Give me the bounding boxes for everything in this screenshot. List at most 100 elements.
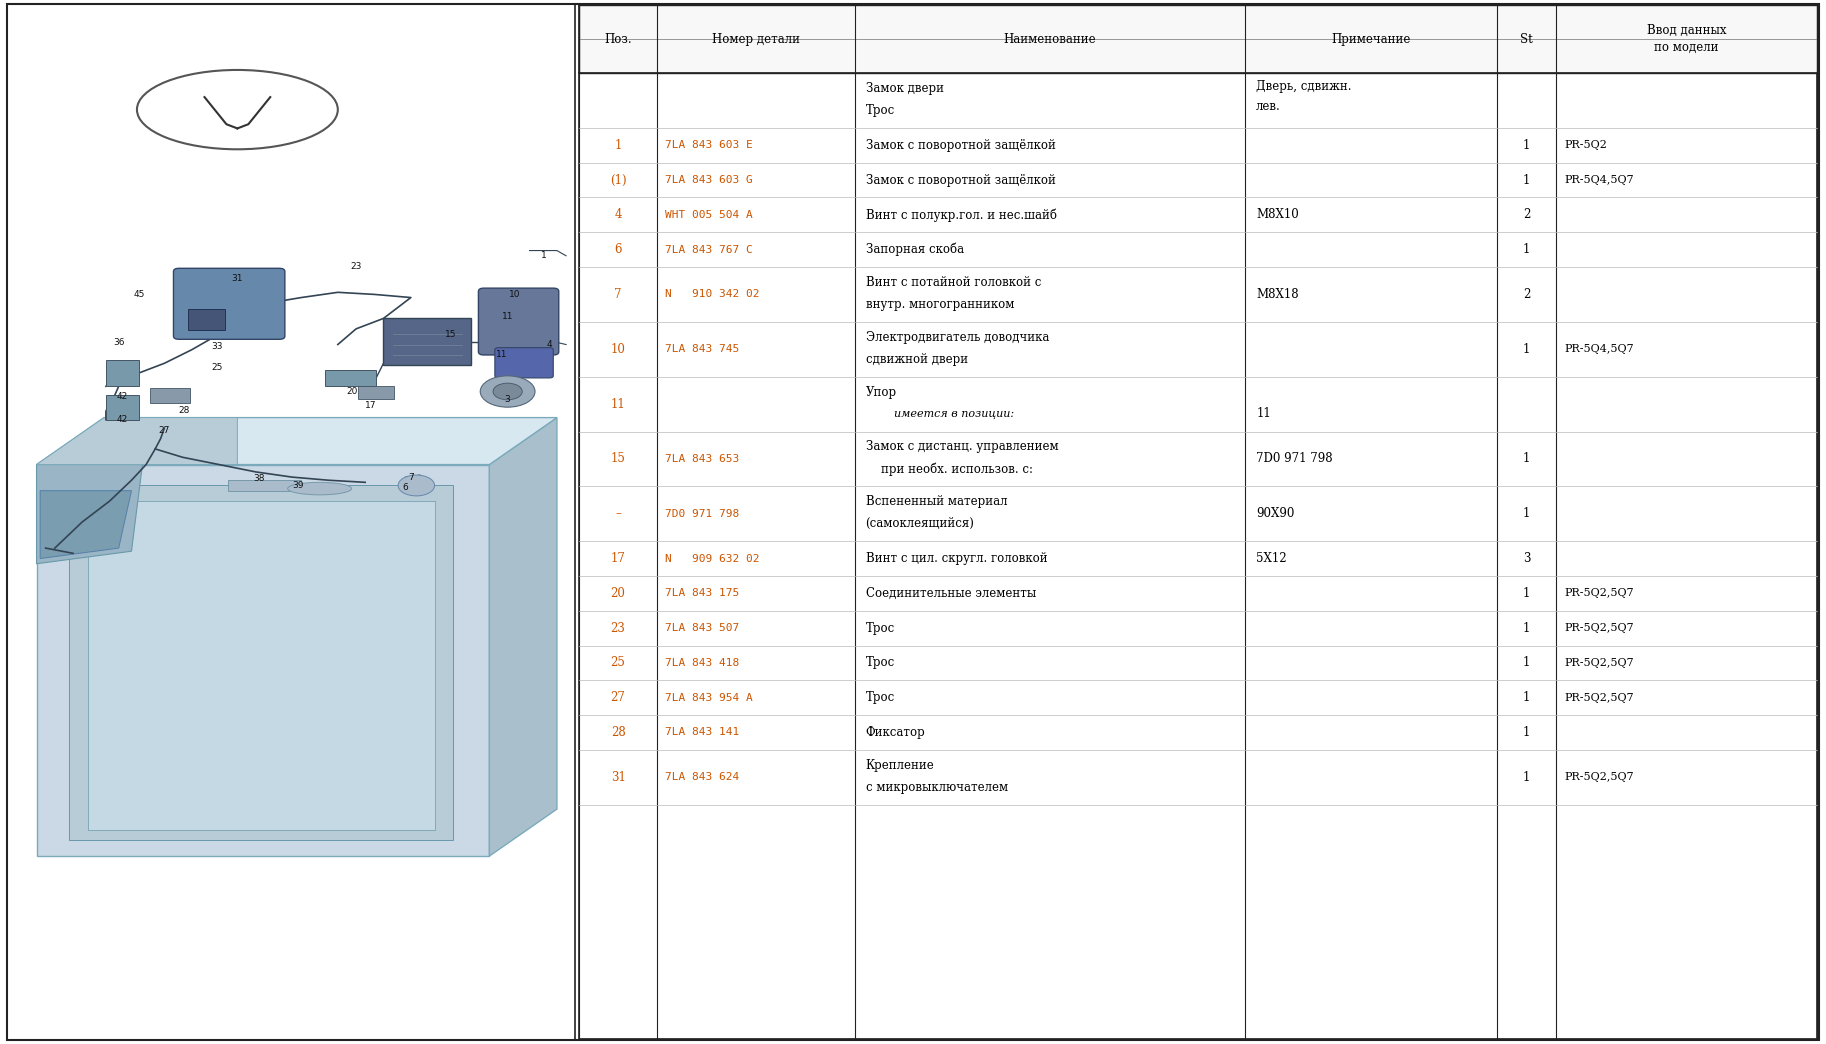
Text: Трос: Трос bbox=[866, 621, 895, 635]
Text: Винт с потайной головкой с: Винт с потайной головкой с bbox=[866, 276, 1041, 289]
Text: при необх. использов. с:: при необх. использов. с: bbox=[866, 462, 1032, 476]
Polygon shape bbox=[37, 418, 237, 465]
Text: 38: 38 bbox=[254, 474, 265, 482]
Polygon shape bbox=[37, 465, 142, 564]
Text: 7LA 843 603 G: 7LA 843 603 G bbox=[665, 175, 752, 185]
Text: 7LA 843 745: 7LA 843 745 bbox=[665, 345, 740, 354]
Text: 42: 42 bbox=[117, 416, 128, 424]
Text: 11: 11 bbox=[1256, 407, 1271, 421]
Text: 28: 28 bbox=[610, 726, 626, 739]
Circle shape bbox=[493, 383, 522, 400]
Text: 7: 7 bbox=[407, 473, 415, 481]
Text: Упор: Упор bbox=[866, 385, 897, 399]
Text: Винт с цил. скругл. головкой: Винт с цил. скругл. головкой bbox=[866, 552, 1046, 565]
Text: M8X18: M8X18 bbox=[1256, 288, 1298, 301]
Text: 11: 11 bbox=[502, 312, 513, 321]
Bar bbox=[106, 360, 139, 386]
Text: Трос: Трос bbox=[866, 103, 895, 117]
FancyBboxPatch shape bbox=[495, 348, 553, 378]
Text: Трос: Трос bbox=[866, 657, 895, 669]
Text: Замок двери: Замок двери bbox=[866, 81, 944, 95]
Text: 17: 17 bbox=[610, 552, 626, 565]
Text: 15: 15 bbox=[610, 452, 626, 466]
Text: PR-5Q4,5Q7: PR-5Q4,5Q7 bbox=[1565, 345, 1634, 354]
Text: 42: 42 bbox=[117, 393, 128, 401]
Text: 27: 27 bbox=[610, 691, 626, 705]
Text: (1): (1) bbox=[610, 173, 626, 187]
Text: –: – bbox=[615, 507, 621, 520]
Text: St: St bbox=[1521, 32, 1532, 46]
Text: имеется в позиции:: имеется в позиции: bbox=[866, 409, 1013, 419]
Text: 11: 11 bbox=[610, 398, 626, 410]
Text: (самоклеящийся): (самоклеящийся) bbox=[866, 517, 975, 530]
Text: 39: 39 bbox=[292, 481, 303, 490]
Bar bbox=[188, 309, 225, 330]
Text: сдвижной двери: сдвижной двери bbox=[866, 353, 968, 365]
Text: Запорная скоба: Запорная скоба bbox=[866, 243, 964, 257]
Text: 7LA 843 624: 7LA 843 624 bbox=[665, 773, 740, 782]
FancyBboxPatch shape bbox=[173, 268, 285, 339]
Polygon shape bbox=[69, 485, 453, 840]
Text: PR-5Q4,5Q7: PR-5Q4,5Q7 bbox=[1565, 175, 1634, 185]
Text: 20: 20 bbox=[347, 387, 358, 396]
Text: 27: 27 bbox=[159, 426, 170, 434]
Text: N   909 632 02: N 909 632 02 bbox=[665, 553, 760, 564]
Text: 1: 1 bbox=[1523, 342, 1530, 356]
Circle shape bbox=[398, 475, 435, 496]
Text: Соединительные элементы: Соединительные элементы bbox=[866, 587, 1035, 600]
Text: 7LA 843 175: 7LA 843 175 bbox=[665, 589, 740, 598]
Text: 2: 2 bbox=[1523, 209, 1530, 221]
Text: 7LA 843 954 A: 7LA 843 954 A bbox=[665, 693, 752, 703]
Text: Замок с поворотной защёлкой: Замок с поворотной защёлкой bbox=[866, 139, 1055, 151]
Text: Примечание: Примечание bbox=[1331, 32, 1411, 46]
Text: 1: 1 bbox=[1523, 770, 1530, 784]
Polygon shape bbox=[383, 318, 471, 365]
Bar bbox=[228, 480, 301, 491]
Bar bbox=[358, 386, 394, 399]
Text: 10: 10 bbox=[610, 342, 626, 356]
Text: 6: 6 bbox=[402, 483, 409, 492]
Text: N   910 342 02: N 910 342 02 bbox=[665, 289, 760, 300]
Text: 4: 4 bbox=[546, 340, 553, 349]
Ellipse shape bbox=[287, 482, 351, 495]
Text: M8X10: M8X10 bbox=[1256, 209, 1298, 221]
Text: 1: 1 bbox=[614, 139, 623, 151]
Bar bbox=[579, 5, 1817, 1039]
Text: 33: 33 bbox=[212, 342, 223, 351]
Text: 23: 23 bbox=[610, 621, 626, 635]
Text: Винт с полукр.гол. и нес.шайб: Винт с полукр.гол. и нес.шайб bbox=[866, 208, 1057, 221]
Text: 6: 6 bbox=[614, 243, 623, 256]
Text: 1: 1 bbox=[1523, 139, 1530, 151]
Text: Наименование: Наименование bbox=[1004, 32, 1096, 46]
Text: Дверь, сдвижн.: Дверь, сдвижн. bbox=[1256, 80, 1351, 93]
Text: 1: 1 bbox=[1523, 452, 1530, 466]
Text: 10: 10 bbox=[509, 290, 520, 299]
Text: 1: 1 bbox=[1523, 691, 1530, 705]
Text: 20: 20 bbox=[610, 587, 626, 600]
Polygon shape bbox=[37, 418, 557, 465]
Bar bbox=[150, 388, 190, 403]
Text: 1: 1 bbox=[1523, 173, 1530, 187]
Bar bbox=[325, 370, 376, 386]
Text: 1: 1 bbox=[1523, 243, 1530, 256]
Text: 1: 1 bbox=[1523, 726, 1530, 739]
Polygon shape bbox=[40, 491, 131, 559]
Text: Ввод данных
по модели: Ввод данных по модели bbox=[1647, 24, 1726, 54]
Text: 25: 25 bbox=[610, 657, 626, 669]
Text: 31: 31 bbox=[610, 770, 626, 784]
FancyBboxPatch shape bbox=[478, 288, 559, 355]
Text: 7LA 843 767 C: 7LA 843 767 C bbox=[665, 244, 752, 255]
Text: 1: 1 bbox=[1523, 587, 1530, 600]
Text: 7LA 843 141: 7LA 843 141 bbox=[665, 728, 740, 737]
Text: 7LA 843 653: 7LA 843 653 bbox=[665, 454, 740, 464]
Text: 15: 15 bbox=[446, 330, 456, 338]
Text: внутр. многогранником: внутр. многогранником bbox=[866, 298, 1013, 311]
Text: 2: 2 bbox=[1523, 288, 1530, 301]
Text: 1: 1 bbox=[1523, 507, 1530, 520]
Text: 7LA 843 418: 7LA 843 418 bbox=[665, 658, 740, 668]
Text: PR-5Q2,5Q7: PR-5Q2,5Q7 bbox=[1565, 589, 1634, 598]
Text: PR-5Q2,5Q7: PR-5Q2,5Q7 bbox=[1565, 773, 1634, 782]
Polygon shape bbox=[37, 465, 489, 856]
Polygon shape bbox=[88, 501, 435, 830]
Text: 4: 4 bbox=[614, 209, 623, 221]
